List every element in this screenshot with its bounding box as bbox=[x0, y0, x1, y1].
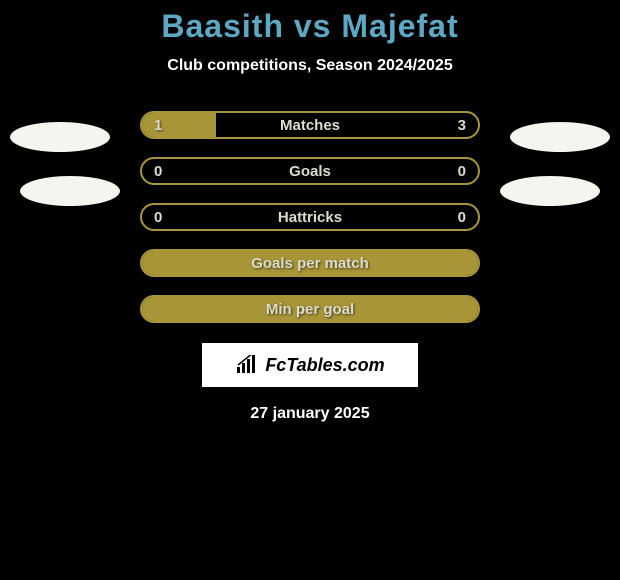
stat-value-left: 1 bbox=[154, 117, 162, 134]
stat-label: Goals per match bbox=[251, 255, 369, 272]
decorative-ellipse-right-2 bbox=[500, 176, 600, 206]
decorative-ellipse-left-2 bbox=[20, 176, 120, 206]
decorative-ellipse-right-1 bbox=[510, 122, 610, 152]
stat-value-right: 3 bbox=[458, 117, 466, 134]
logo-text: FcTables.com bbox=[265, 355, 384, 376]
decorative-ellipse-left-1 bbox=[10, 122, 110, 152]
chart-icon bbox=[235, 355, 261, 375]
stat-value-left: 0 bbox=[154, 209, 162, 226]
stat-value-right: 0 bbox=[458, 209, 466, 226]
logo-box: FcTables.com bbox=[202, 343, 418, 387]
stat-value-right: 0 bbox=[458, 163, 466, 180]
stat-bar-hattricks: 0 Hattricks 0 bbox=[140, 203, 480, 231]
stat-label: Matches bbox=[280, 117, 340, 134]
stat-bar-goals-per-match: Goals per match bbox=[140, 249, 480, 277]
stat-bar-min-per-goal: Min per goal bbox=[140, 295, 480, 323]
stat-bar-goals: 0 Goals 0 bbox=[140, 157, 480, 185]
stat-label: Min per goal bbox=[266, 301, 354, 318]
stat-label: Hattricks bbox=[278, 209, 342, 226]
stat-bar-matches: 1 Matches 3 bbox=[140, 111, 480, 139]
stat-label: Goals bbox=[289, 163, 331, 180]
subtitle-text: Club competitions, Season 2024/2025 bbox=[0, 57, 620, 75]
date-text: 27 january 2025 bbox=[0, 405, 620, 423]
stat-value-left: 0 bbox=[154, 163, 162, 180]
page-title: Baasith vs Majefat bbox=[0, 0, 620, 45]
